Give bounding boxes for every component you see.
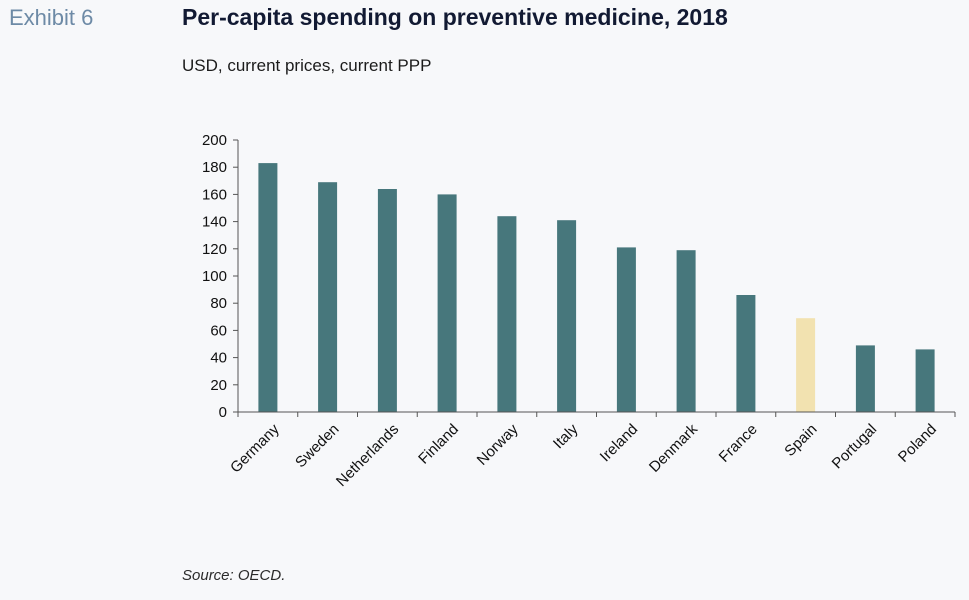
y-tick-labels: 0 20 40 60 80 100 120 140 160 180 200: [202, 132, 227, 421]
y-tick-label: 180: [202, 159, 227, 176]
bar-denmark: [676, 250, 696, 412]
bar-finland: [437, 194, 457, 412]
source-note: Source: OECD.: [182, 567, 286, 584]
x-label-italy: Italy: [550, 420, 582, 452]
y-tick-label: 40: [210, 350, 227, 367]
x-label-france: France: [716, 421, 761, 466]
bar-norway: [497, 216, 517, 412]
x-label-netherlands: Netherlands: [333, 421, 402, 490]
x-label-finland: Finland: [415, 421, 462, 468]
y-tick-label: 100: [202, 268, 227, 285]
chart-title: Per-capita spending on preventive medici…: [182, 4, 728, 30]
bar-france: [736, 295, 756, 412]
bar-poland: [915, 349, 935, 412]
x-label-spain: Spain: [781, 421, 820, 460]
bar-sweden: [318, 182, 338, 412]
bar-spain: [796, 318, 816, 412]
x-label-germany: Germany: [227, 420, 283, 476]
bar-italy: [557, 220, 577, 412]
bar-portugal: [855, 345, 875, 412]
chart-subtitle: USD, current prices, current PPP: [182, 56, 432, 75]
bar-netherlands: [377, 189, 397, 412]
x-label-ireland: Ireland: [597, 421, 641, 465]
bar-germany: [258, 163, 278, 412]
y-tick-label: 200: [202, 132, 227, 149]
y-tick-label: 160: [202, 186, 227, 203]
y-tick-label: 0: [219, 404, 227, 421]
y-tick-label: 140: [202, 214, 227, 231]
x-label-norway: Norway: [474, 420, 522, 468]
y-tick-label: 80: [210, 295, 227, 312]
bars-group: [258, 163, 935, 412]
bar-ireland: [616, 247, 636, 412]
y-tick-label: 60: [210, 322, 227, 339]
y-tick-label: 20: [210, 377, 227, 394]
x-label-poland: Poland: [895, 421, 940, 466]
axes-group: [233, 139, 956, 417]
y-tick-label: 120: [202, 241, 227, 258]
exhibit-label: Exhibit 6: [9, 5, 94, 30]
x-label-denmark: Denmark: [646, 420, 701, 475]
x-label-sweden: Sweden: [292, 421, 342, 471]
x-label-portugal: Portugal: [829, 421, 881, 473]
